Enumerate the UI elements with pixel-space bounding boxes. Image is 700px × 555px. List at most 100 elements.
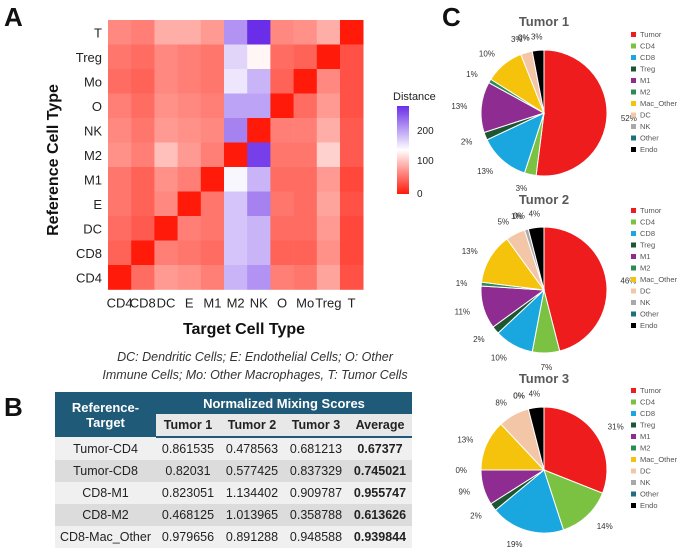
heatmap-cell [224,240,248,266]
pie-data-label: 13% [457,435,473,444]
heatmap-cell [177,142,202,168]
heatmap-row-label: CD8 [76,246,102,261]
pie-data-label: 13% [451,102,467,111]
legend-label: Other [640,490,659,499]
heatmap-row-labels: T Treg Mo O NK M2 M1 E DC CD8 CD4 [76,25,103,285]
table-cell-average: 0.955747 [348,482,412,504]
table-cell-average: 0.939844 [348,526,412,548]
heatmap-cell [108,44,132,70]
heatmap-cell [131,191,155,217]
heatmap-cell [200,69,225,94]
legend-swatch [631,231,636,236]
heatmap-cell [200,20,225,45]
heatmap-cell [108,118,132,143]
pie-data-label: 2% [473,335,485,344]
pie-data-label: 52% [621,114,637,123]
pie-data-label: 46% [620,276,636,285]
legend-label: M1 [640,252,650,261]
heatmap-row-label: T [94,25,102,40]
heatmap-cell [340,265,364,290]
legend-swatch [631,288,636,294]
heatmap-cell [154,118,178,143]
legend-swatch [631,242,636,248]
heatmap-col-label: O [277,296,287,311]
heatmap-cell [131,240,155,266]
heatmap-col-label: E [185,296,194,311]
panel-letter-b: B [4,392,23,422]
table-subheader-tumor3: Tumor 3 [284,414,348,438]
heatmap-cell [224,142,248,168]
heatmap-row-label: Mo [84,74,102,89]
pie-data-label: 0% [513,211,525,220]
legend-swatch [631,399,636,405]
pie-slice-endo [527,226,545,291]
heatmap-cell [340,142,364,168]
pie-data-label: 4% [529,390,541,399]
heatmap-cell [340,240,364,266]
legend-label: Tumor [640,30,662,39]
pie-legend: Tumor CD4 CD8 Treg M1 M2 Mac_Other DC NK Other End… [631,30,678,154]
colorbar-title: Distance [393,91,436,103]
pie-slice-tumor [543,226,608,352]
heatmap-cell [177,191,202,217]
heatmap-cell [200,93,225,119]
heatmap-cell [200,216,225,241]
table-cell: 0.909787 [284,482,348,504]
pie-slice-mac-other [490,53,546,115]
pie-slice-cd4 [523,112,545,177]
heatmap-cell [224,20,248,45]
heatmap-cell [270,265,294,290]
heatmap-cell [224,93,248,119]
pie-data-label: 31% [608,423,624,432]
heatmap-cell [108,265,132,290]
heatmap-cell [200,167,225,192]
pie-slice-cd8 [486,112,545,174]
heatmap-cell [270,167,294,192]
pie-data-label: 0% [513,391,525,400]
heatmap-cell [131,265,155,290]
pie-chart-tumor-1: Tumor 152%3%13%2%13%1%10%3%0%0% 3% TumorCD… [451,14,677,193]
heatmap-cell [316,167,341,192]
heatmap-row-label: NK [84,123,102,138]
heatmap-cell [200,118,225,143]
heatmap-cell [154,142,178,168]
heatmap-cell [247,93,271,119]
heatmap-cell [293,265,318,290]
legend-swatch [631,254,636,259]
mixing-scores-table: Reference-Target Normalized Mixing Score… [55,392,412,548]
heatmap-row-label: Treg [76,50,102,65]
heatmap-cell [340,69,364,94]
pie-legend: Tumor CD4 CD8 Treg M1 M2 Mac_Other DC NK Other End… [631,386,678,510]
pie-data-label: 13% [462,247,478,256]
heatmap-cell [270,191,294,217]
heatmap-cell [224,216,248,241]
legend-swatch [631,124,636,129]
pie-slice-treg [492,289,545,334]
legend-swatch [631,300,636,305]
heatmap-cell [224,118,248,143]
legend-swatch [631,43,636,49]
heatmap-cell [224,167,248,192]
pie-slice-cd8 [497,288,545,353]
legend-swatch [631,32,636,37]
heatmap-cell [177,20,202,45]
panel-letter-c: C [442,2,461,32]
heatmap-cell [293,142,318,168]
heatmap-row-label: M2 [84,148,102,163]
table-cell-average: 0.745021 [348,460,412,482]
heatmap-cell [224,69,248,94]
heatmap-cell [247,44,271,70]
table-header-group: Normalized Mixing Scores [156,392,412,414]
table-row-label: Tumor-CD8 [55,460,156,482]
table-subheader-tumor1: Tumor 1 [156,414,220,438]
legend-label: Treg [640,421,655,430]
table-cell: 1.134402 [220,482,284,504]
heatmap-cell [224,191,248,217]
pie-data-label: 7% [541,363,553,372]
legend-label: Mac_Other [640,455,678,464]
legend-label: Treg [640,65,655,74]
legend-swatch [631,66,636,72]
heatmap-cell [131,216,155,241]
legend-swatch [631,135,636,141]
legend-swatch [631,101,636,106]
